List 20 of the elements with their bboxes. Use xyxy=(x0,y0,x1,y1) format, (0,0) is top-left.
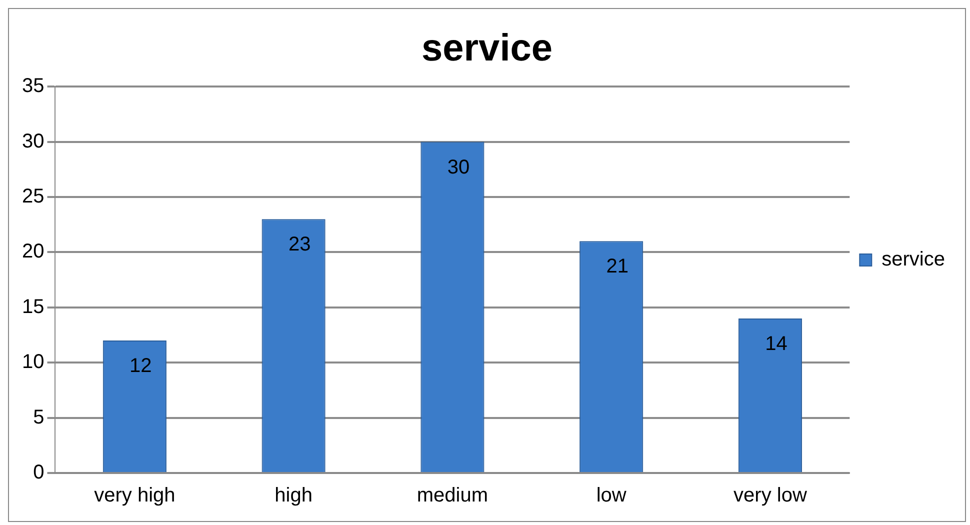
y-tick-label: 0 xyxy=(33,462,44,484)
chart-title: service xyxy=(421,27,553,70)
y-tick-label: 15 xyxy=(22,296,44,318)
data-label: 30 xyxy=(447,156,470,178)
data-label: 21 xyxy=(606,256,628,278)
y-tick-label: 20 xyxy=(22,240,44,263)
data-label: 23 xyxy=(288,234,311,256)
x-tick-label: very high xyxy=(94,484,176,507)
y-tick-label: 35 xyxy=(22,75,44,98)
y-tick-label: 30 xyxy=(22,130,44,152)
x-tick-label: very low xyxy=(734,484,808,507)
x-tick-label: medium xyxy=(416,484,488,507)
legend-label: service xyxy=(882,248,946,271)
x-tick-label: high xyxy=(274,484,312,507)
y-tick-label: 5 xyxy=(33,406,44,428)
y-tick-label: 10 xyxy=(22,351,44,374)
x-tick-label: low xyxy=(596,484,627,507)
data-label: 12 xyxy=(130,355,152,378)
data-label: 14 xyxy=(765,332,788,355)
y-tick-label: 25 xyxy=(22,186,44,208)
